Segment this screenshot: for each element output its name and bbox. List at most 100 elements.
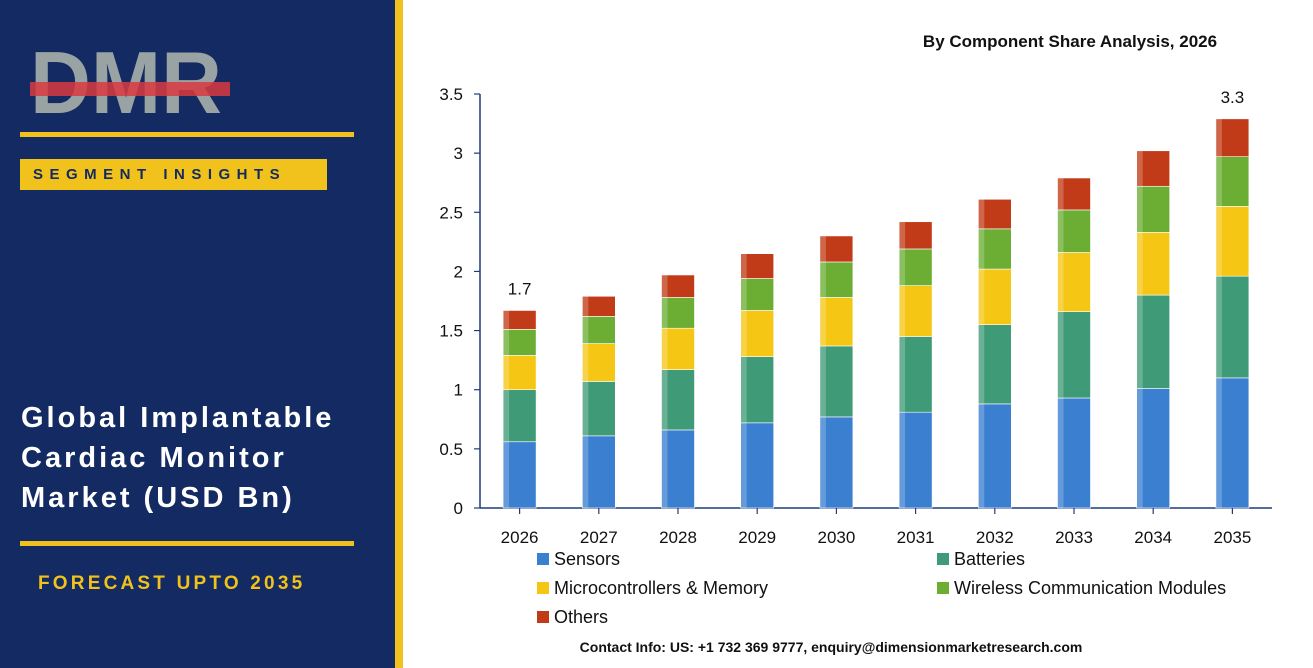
logo-text: DMR xyxy=(30,38,222,120)
bar-highlight xyxy=(819,297,826,346)
legend-label: Batteries xyxy=(954,549,1025,569)
bar-highlight xyxy=(582,381,589,436)
bar-highlight xyxy=(661,297,668,329)
bar-microcontrollers-memory-2031 xyxy=(898,285,933,337)
x-tick-label: 2033 xyxy=(1055,528,1093,547)
bottom-gold-rule xyxy=(20,541,354,546)
legend-label: Others xyxy=(554,607,608,627)
bar-microcontrollers-memory-2026 xyxy=(502,355,537,391)
bar-wireless-communication-modules-2033 xyxy=(1057,209,1091,253)
bar-wireless-communication-modules-2035 xyxy=(1215,156,1250,207)
bar-highlight xyxy=(1215,276,1222,378)
bar-highlight xyxy=(661,369,668,430)
bar-highlight xyxy=(1215,377,1222,508)
stacked-bar-chart: 0 0.5 1 1.5 2 2.5 3 3.5 2026 2027 2028 2029 2030 2031… xyxy=(439,85,1272,627)
bar-microcontrollers-memory-2029 xyxy=(740,310,775,357)
bar-highlight xyxy=(1136,295,1143,389)
bar-sensors-2028 xyxy=(661,429,695,509)
x-tick-label: 2034 xyxy=(1134,528,1172,547)
x-tick-label: 2028 xyxy=(659,528,697,547)
legend-label: Sensors xyxy=(554,549,620,569)
bar-others-2026 xyxy=(502,310,537,330)
bar-highlight xyxy=(1136,150,1143,187)
legend-label: Wireless Communication Modules xyxy=(954,578,1226,598)
x-tick-label: 2029 xyxy=(738,528,776,547)
bar-highlight xyxy=(978,228,985,270)
bar-highlight xyxy=(1057,177,1064,210)
x-tick-label: 2026 xyxy=(501,528,539,547)
bar-others-2033 xyxy=(1057,177,1091,211)
bar-highlight xyxy=(1057,252,1064,312)
bar-highlight xyxy=(740,278,747,311)
logo-red-band xyxy=(30,82,230,96)
market-title-line-3: Market (USD Bn) xyxy=(21,482,295,514)
bar-highlight xyxy=(978,269,985,325)
legend-swatch-others xyxy=(537,611,549,623)
bar-highlight xyxy=(661,274,668,298)
y-tick-label: 0.5 xyxy=(439,440,463,459)
bar-wireless-communication-modules-2027 xyxy=(582,316,616,344)
bar-highlight xyxy=(899,336,906,413)
bar-microcontrollers-memory-2033 xyxy=(1057,252,1091,312)
x-tick-label: 2035 xyxy=(1213,528,1251,547)
bar-highlight xyxy=(819,235,826,262)
bar-highlight xyxy=(819,416,826,508)
bar-highlight xyxy=(503,329,510,356)
bar-sensors-2032 xyxy=(977,403,1012,509)
y-tick-label: 3.5 xyxy=(439,85,463,104)
bar-highlight xyxy=(661,328,668,370)
bar-others-2034 xyxy=(1136,150,1171,187)
bar-sensors-2031 xyxy=(898,411,933,509)
dmr-logo: DMR xyxy=(30,38,230,120)
bar-highlight xyxy=(1136,186,1143,233)
legend-label: Microcontrollers & Memory xyxy=(554,578,768,598)
bar-highlight xyxy=(1057,311,1064,398)
bar-others-2031 xyxy=(898,221,933,250)
bar-highlight xyxy=(740,356,747,423)
bar-wireless-communication-modules-2032 xyxy=(977,228,1012,270)
bar-sensors-2035 xyxy=(1215,377,1250,509)
data-label-2035: 3.3 xyxy=(1221,88,1245,107)
y-tick-label: 3 xyxy=(454,144,463,163)
legend-swatch-wireless-communication-modules xyxy=(937,582,949,594)
bar-others-2028 xyxy=(661,274,695,298)
bar-others-2029 xyxy=(740,253,775,279)
legend-swatch-batteries xyxy=(937,553,949,565)
bar-microcontrollers-memory-2030 xyxy=(819,297,854,347)
bar-highlight xyxy=(819,261,826,298)
bar-highlight xyxy=(899,248,906,286)
bar-highlight xyxy=(1215,118,1222,157)
bar-batteries-2034 xyxy=(1136,294,1171,389)
bar-batteries-2028 xyxy=(661,369,695,431)
segment-insights-badge: SEGMENT INSIGHTS xyxy=(20,159,327,190)
y-tick-label: 1.5 xyxy=(439,322,463,341)
bar-batteries-2032 xyxy=(977,324,1012,405)
bar-others-2035 xyxy=(1215,118,1250,157)
bar-highlight xyxy=(582,435,589,508)
bar-sensors-2033 xyxy=(1057,397,1091,509)
bar-batteries-2029 xyxy=(740,356,775,424)
bar-highlight xyxy=(740,253,747,279)
market-title-line-1: Global Implantable xyxy=(21,402,335,434)
bar-others-2027 xyxy=(582,295,616,317)
bar-highlight xyxy=(582,316,589,344)
market-title: Global Implantable Cardiac Monitor Marke… xyxy=(21,398,381,518)
bar-highlight xyxy=(1057,397,1064,508)
contact-info: Contact Info: US: +1 732 369 9777, enqui… xyxy=(579,639,1083,655)
bar-highlight xyxy=(740,422,747,508)
bar-highlight xyxy=(582,296,589,317)
bar-highlight xyxy=(899,221,906,249)
bar-highlight xyxy=(1057,209,1064,253)
y-tick-label: 2.5 xyxy=(439,203,463,222)
top-gold-rule xyxy=(20,132,354,137)
bar-highlight xyxy=(503,355,510,390)
bar-wireless-communication-modules-2029 xyxy=(740,278,775,311)
y-tick-label: 0 xyxy=(454,499,463,518)
bar-wireless-communication-modules-2030 xyxy=(819,261,854,298)
bar-highlight xyxy=(819,345,826,417)
bar-wireless-communication-modules-2034 xyxy=(1136,185,1171,233)
x-tick-label: 2027 xyxy=(580,528,618,547)
bar-microcontrollers-memory-2028 xyxy=(661,327,695,370)
bar-sensors-2029 xyxy=(740,422,775,509)
bar-batteries-2027 xyxy=(582,381,616,437)
